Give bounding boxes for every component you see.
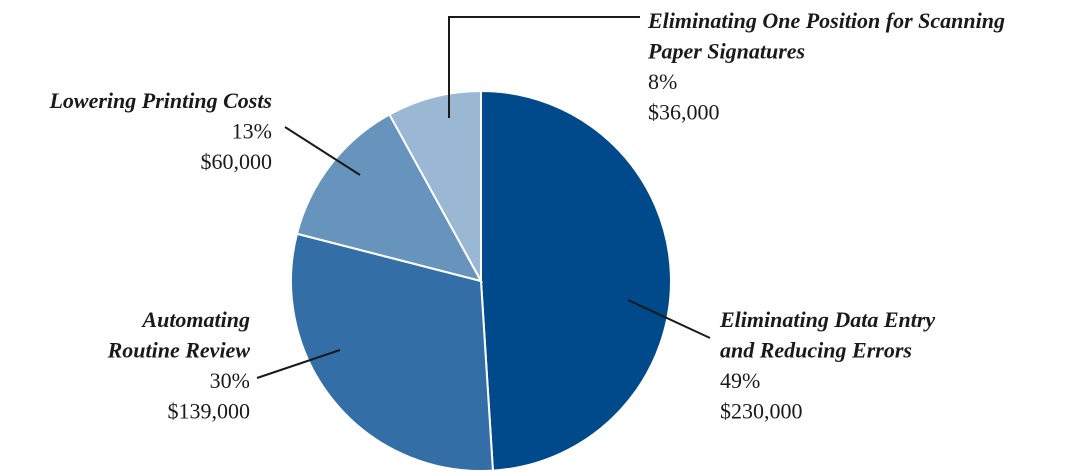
leader-line (448, 16, 640, 118)
slice-name: Eliminating Data Entry (719, 307, 935, 332)
slice-amount: $36,000 (648, 100, 720, 125)
slice-amount: $60,000 (201, 149, 273, 174)
pie-slice (295, 113, 483, 283)
leader-line (284, 126, 361, 176)
pie-slice (388, 89, 482, 282)
pie-slice (290, 232, 494, 472)
slice-name: and Reducing Errors (720, 338, 912, 363)
slice-percent: 13% (232, 119, 272, 144)
leader-line (256, 349, 341, 379)
slice-amount: $230,000 (720, 399, 803, 424)
leader-line (627, 299, 711, 339)
slice-name: Eliminating One Position for Scanning (647, 8, 1005, 33)
slice-percent: 30% (210, 368, 250, 393)
slice-percent: 8% (648, 69, 677, 94)
slice-amount: $139,000 (168, 399, 251, 424)
pie-slice (480, 89, 672, 472)
slice-percent: 49% (720, 368, 760, 393)
slice-name: Lowering Printing Costs (48, 88, 272, 113)
slice-name: Routine Review (107, 338, 251, 363)
slice-name: Automating (140, 307, 250, 332)
slice-name: Paper Signatures (647, 39, 805, 64)
